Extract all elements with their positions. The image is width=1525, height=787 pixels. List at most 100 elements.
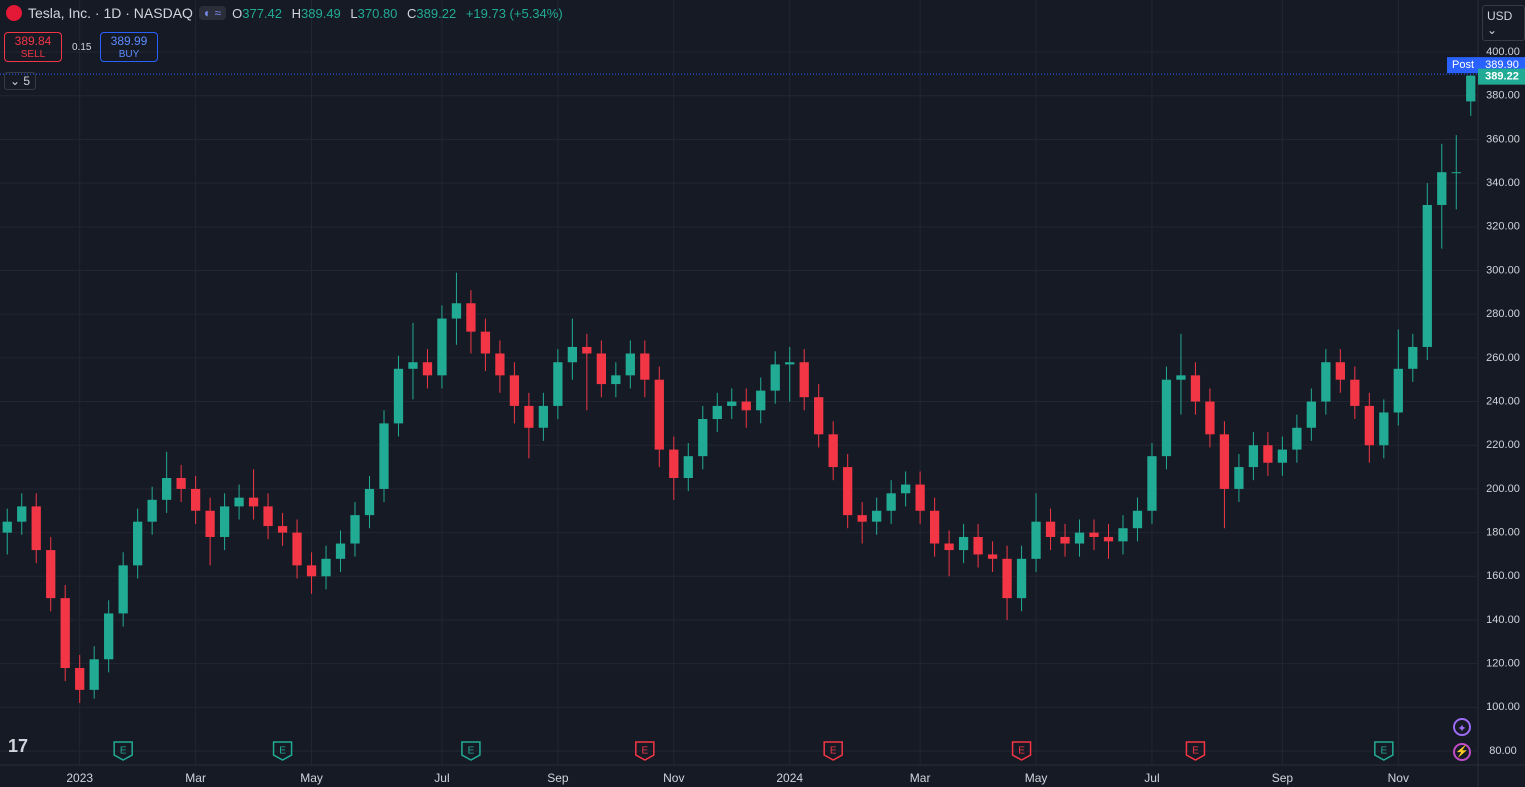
- candle-body: [1118, 528, 1128, 542]
- post-price-label: 389.90: [1485, 59, 1519, 71]
- y-tick-label: 120.00: [1486, 658, 1520, 670]
- candle-body: [929, 510, 940, 544]
- buy-button[interactable]: 389.99 BUY: [100, 32, 158, 62]
- candle-body: [1205, 401, 1215, 435]
- y-tick-label: 240.00: [1486, 395, 1520, 407]
- candle-body: [973, 536, 983, 555]
- buy-price: 389.99: [110, 34, 148, 48]
- candle-body: [712, 405, 722, 420]
- candle-body: [944, 543, 954, 551]
- candle-body: [683, 456, 693, 478]
- assistant-icon[interactable]: ✦: [1453, 718, 1471, 736]
- earnings-label: E: [830, 746, 837, 757]
- icons[interactable]: ◐ ≈: [198, 6, 227, 20]
- candle-body: [364, 488, 375, 516]
- post-tag-bg: [1447, 57, 1479, 74]
- y-tick-label: 260.00: [1486, 352, 1520, 364]
- currency[interactable]: USD ⌄: [1482, 5, 1525, 41]
- earnings-label: E: [1018, 746, 1025, 757]
- y-tick-label: 300.00: [1486, 264, 1520, 276]
- earnings-label: E: [1192, 746, 1199, 757]
- y-tick-label: 100.00: [1486, 701, 1520, 713]
- ohlc-key: O: [232, 5, 243, 21]
- candle-body: [509, 375, 520, 406]
- y-tick-label: 180.00: [1486, 527, 1520, 539]
- x-tick-label: Mar: [910, 771, 931, 785]
- candle-body: [611, 375, 621, 385]
- candle-body: [437, 318, 447, 376]
- candle-body: [785, 362, 795, 365]
- candle-body: [538, 405, 549, 428]
- candle-body: [292, 532, 302, 566]
- candle-body: [1147, 456, 1157, 511]
- candle-body: [770, 364, 780, 391]
- candle-body: [393, 368, 404, 424]
- x-tick-label: Nov: [1388, 771, 1409, 785]
- candle-body: [654, 379, 664, 450]
- candle-body: [162, 477, 172, 500]
- candle-body: [118, 565, 128, 614]
- ohlc-value: 389.22: [416, 5, 457, 21]
- candle-body: [1219, 434, 1230, 489]
- x-tick-label: Sep: [547, 771, 569, 785]
- candle-body: [75, 668, 85, 690]
- candle-body: [915, 484, 925, 511]
- y-tick-label: 340.00: [1486, 177, 1520, 189]
- candle-body: [2, 521, 12, 533]
- ohlc-value: 389.49: [301, 5, 341, 21]
- candle-body: [248, 497, 259, 507]
- change: +19.73 (+5.34%): [465, 5, 563, 21]
- y-tick-label: 80.00: [1489, 745, 1517, 757]
- x-tick-label: Sep: [1272, 771, 1294, 785]
- candle-body: [1393, 368, 1403, 413]
- earnings-label: E: [1380, 746, 1387, 757]
- candle-body: [1132, 510, 1143, 529]
- candle-body: [408, 362, 418, 369]
- candle-body: [46, 550, 56, 599]
- candle-body: [1335, 362, 1345, 380]
- ohlc-key: H: [291, 5, 302, 21]
- y-tick-label: 160.00: [1486, 570, 1520, 582]
- candle-body: [190, 488, 201, 511]
- candle-body: [451, 303, 462, 319]
- candle-body: [306, 565, 317, 577]
- candle-body: [1016, 558, 1027, 599]
- candle-body: [698, 419, 708, 457]
- x-tick-label: May: [300, 771, 323, 785]
- tv-logo[interactable]: 17: [8, 736, 29, 756]
- candle-body: [958, 536, 969, 551]
- candle-body: [596, 353, 606, 385]
- candle-body: [133, 521, 143, 566]
- candle-body: [1002, 558, 1012, 599]
- candle-body: [857, 515, 867, 522]
- candle-body: [1234, 467, 1244, 489]
- y-tick-label: 280.00: [1486, 308, 1520, 320]
- x-tick-label: Jul: [1144, 771, 1159, 785]
- candle-body: [31, 506, 41, 551]
- indicators-toggle[interactable]: ⌄ 5: [4, 72, 37, 90]
- candle-body: [1422, 204, 1432, 347]
- candle-body: [1089, 532, 1099, 537]
- header: Tesla, Inc. · 1D · NASDAQ ◐ ≈ O377.42 H3…: [6, 5, 569, 21]
- candle-body: [1074, 532, 1085, 544]
- symbol-title[interactable]: Tesla, Inc. · 1D · NASDAQ: [28, 5, 193, 21]
- candle-body: [219, 506, 230, 537]
- candle-body: [1161, 379, 1172, 457]
- sell-button[interactable]: 389.84 SELL: [4, 32, 62, 62]
- candle-body: [1379, 412, 1389, 446]
- candle-body: [1190, 375, 1201, 402]
- y-tick-label: 220.00: [1486, 439, 1520, 451]
- candle-body: [321, 558, 331, 577]
- candle-body: [379, 423, 389, 489]
- candle-body: [104, 613, 114, 660]
- ohlc-key: C: [407, 5, 417, 21]
- alerts-icon[interactable]: ⚡: [1453, 743, 1471, 761]
- y-tick-label: 320.00: [1486, 221, 1520, 233]
- x-tick-label: Jul: [434, 771, 449, 785]
- candle-body: [335, 543, 346, 559]
- candle-body: [756, 390, 766, 411]
- spread: 0.15: [72, 42, 92, 53]
- y-tick-label: 400.00: [1486, 46, 1520, 58]
- earnings-marker: [823, 741, 843, 761]
